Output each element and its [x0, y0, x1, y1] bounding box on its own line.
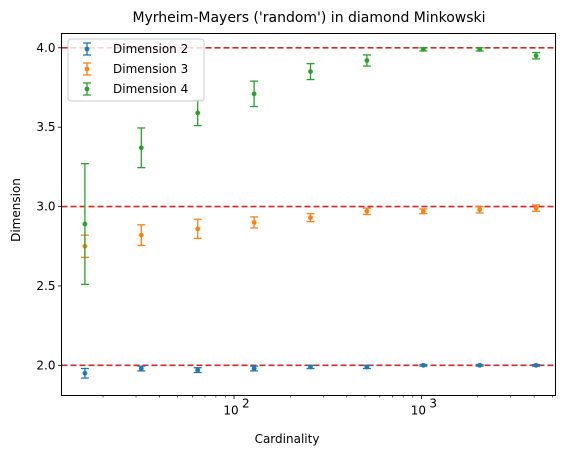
legend-marker	[84, 66, 90, 72]
data-point	[251, 220, 257, 225]
data-point	[420, 46, 426, 52]
plot-frame	[61, 33, 556, 396]
series-3	[80, 46, 541, 286]
legend-box	[67, 38, 205, 102]
y-axis-label: Dimension	[9, 178, 23, 242]
data-point	[82, 221, 88, 227]
x-tick-label: 10	[411, 404, 426, 418]
data-point	[82, 370, 88, 376]
x-axis: 10 2 10 3	[102, 395, 553, 418]
data-point	[533, 53, 539, 59]
data-point	[420, 208, 426, 214]
data-point	[195, 367, 201, 373]
legend-marker	[84, 86, 90, 92]
data-point	[533, 362, 539, 368]
legend-item: Dimension 4	[83, 82, 188, 96]
data-point	[477, 207, 483, 213]
chart-title: Myrheim-Mayers ('random') in diamond Min…	[132, 10, 485, 26]
data-point	[251, 91, 257, 97]
data-point	[251, 366, 257, 371]
data-point	[364, 58, 370, 63]
legend: Dimension 2 Dimension 3 Dimension 4	[67, 38, 205, 102]
legend-label: Dimension 3	[113, 62, 188, 76]
x-axis-label: Cardinality	[255, 432, 320, 446]
x-tick-label: 10	[223, 404, 238, 418]
data-point	[138, 366, 144, 371]
legend-marker	[84, 46, 90, 52]
series-1	[80, 362, 541, 379]
data-point	[364, 208, 370, 214]
data-point	[533, 205, 539, 211]
data-point	[477, 362, 483, 368]
legend-item: Dimension 2	[83, 42, 188, 56]
y-axis: 2.0 2.5 3.0 3.5 4.0	[36, 41, 62, 372]
data-point	[477, 46, 483, 52]
y-tick-label: 2.0	[36, 358, 55, 372]
legend-item: Dimension 3	[83, 62, 188, 76]
legend-label: Dimension 4	[113, 82, 188, 96]
data-point	[308, 215, 313, 221]
legend-label: Dimension 2	[113, 42, 188, 56]
data-point	[195, 110, 201, 116]
data-point	[195, 226, 201, 232]
data-point	[138, 145, 144, 151]
data-point	[308, 69, 313, 75]
y-tick-label: 3.0	[36, 200, 55, 214]
data-point	[138, 232, 144, 238]
series-layer	[80, 46, 541, 379]
data-point	[420, 362, 426, 368]
y-tick-label: 4.0	[36, 41, 55, 55]
x-tick-exponent: 2	[242, 397, 250, 411]
x-tick-exponent: 3	[429, 397, 437, 411]
data-point	[308, 364, 313, 370]
y-tick-label: 3.5	[36, 120, 55, 134]
data-point	[364, 364, 370, 370]
y-tick-label: 2.5	[36, 279, 55, 293]
